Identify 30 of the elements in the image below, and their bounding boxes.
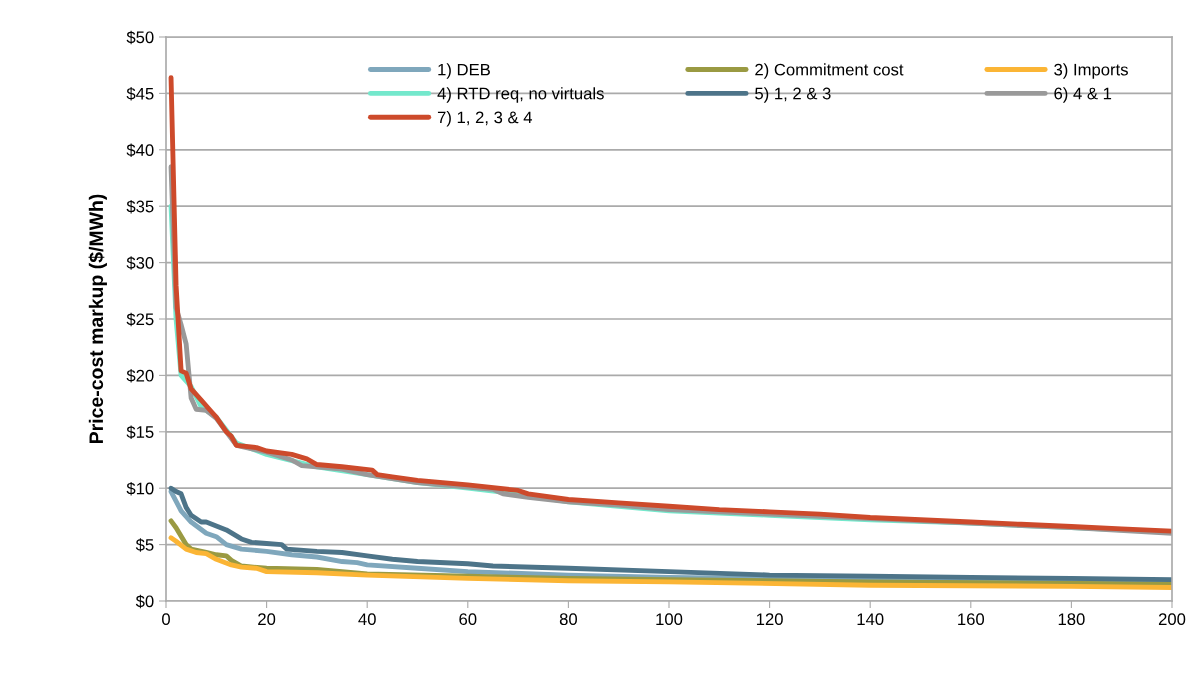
y-tick-label: $15 [126,425,154,439]
x-tick-label: 20 [258,613,276,626]
x-tick-label: 200 [1158,613,1186,626]
y-tick-label: $30 [126,256,154,270]
y-tick-label: $50 [126,30,154,45]
y-tick-label: $10 [126,481,154,496]
y-tick-label: $40 [126,143,154,157]
y-tick-label: $5 [135,538,154,552]
y-tick-label: $25 [126,312,154,327]
legend-label: 4) RTD req, no virtuals [437,87,604,103]
legend-label: 2) Commitment cost [755,63,904,79]
legend-label: 7) 1, 2, 3 & 4 [437,111,533,127]
x-tick-label: 120 [756,613,783,626]
x-tick-label: 40 [358,613,376,626]
legend-label: 1) DEB [438,63,490,79]
y-tick-label: $0 [135,594,154,609]
x-tick-label: 180 [1058,613,1085,626]
x-tick-label: 0 [162,613,170,626]
x-tick-label: 160 [958,613,985,626]
legend-label: 6) 4 & 1 [1054,87,1112,103]
x-tick-label: 60 [459,613,477,626]
x-tick-label: 80 [559,613,578,626]
legend-label: 3) Imports [1054,63,1128,79]
x-tick-label: 100 [656,613,683,626]
x-tick-label: 140 [857,613,884,626]
y-tick-label: $20 [126,369,154,383]
y-tick-label: $45 [126,87,154,101]
y-tick-label: $35 [126,199,154,214]
legend-label: 5) 1, 2 & 3 [755,87,831,103]
y-axis-title: Price-cost markup ($/MWh) [88,194,107,444]
